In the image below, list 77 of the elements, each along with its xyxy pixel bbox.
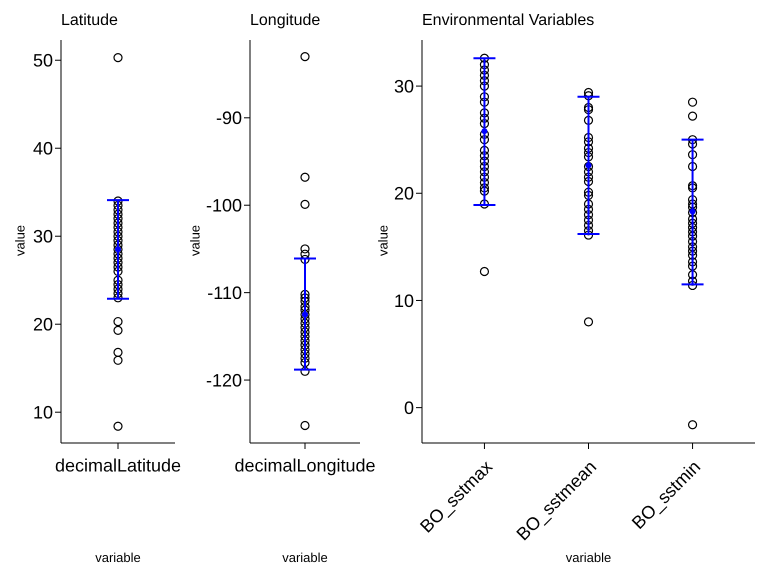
point — [300, 296, 310, 306]
point — [113, 280, 123, 290]
point — [300, 293, 310, 302]
point — [300, 52, 310, 62]
point — [300, 344, 310, 354]
point — [690, 208, 696, 214]
point — [300, 354, 310, 363]
point — [113, 356, 123, 365]
x-axis-title: variable — [566, 550, 612, 565]
y-tick-label: 50 — [32, 50, 53, 71]
point — [113, 266, 123, 276]
y-tick-label: -90 — [216, 108, 242, 128]
y-tick-label: 10 — [394, 290, 414, 311]
y-tick-label: 0 — [404, 398, 414, 418]
point — [300, 302, 310, 312]
point — [300, 349, 310, 358]
point — [300, 358, 310, 368]
point — [113, 196, 123, 206]
x-axis-title: variable — [95, 550, 141, 565]
point — [300, 290, 310, 299]
point — [300, 332, 310, 341]
point — [300, 254, 310, 264]
point — [113, 240, 123, 250]
point — [300, 340, 310, 350]
point — [113, 205, 123, 214]
point — [113, 53, 123, 62]
point — [300, 314, 310, 324]
y-axis-title: value — [12, 224, 28, 258]
y-tick-label: -120 — [206, 370, 242, 390]
point — [113, 284, 123, 294]
point — [113, 288, 123, 298]
point — [300, 327, 310, 337]
point — [481, 128, 488, 134]
point — [300, 172, 310, 182]
chart-title: Latitude — [61, 12, 118, 30]
y-tick-label: 40 — [32, 138, 53, 159]
point — [113, 214, 123, 224]
chart-title: Environmental Variables — [422, 12, 594, 30]
point — [113, 218, 123, 228]
point — [113, 293, 123, 302]
point — [113, 210, 123, 219]
point — [113, 326, 123, 335]
point — [300, 323, 310, 332]
point — [113, 316, 123, 326]
point — [300, 200, 310, 209]
y-tick-label: 30 — [32, 226, 53, 247]
point — [113, 258, 123, 268]
point — [113, 222, 123, 232]
y-axis-title: value — [376, 224, 390, 258]
point — [300, 306, 310, 315]
point — [113, 276, 123, 285]
point — [300, 250, 310, 259]
y-axis-title: value — [188, 224, 202, 258]
point — [300, 336, 310, 346]
point — [300, 366, 310, 376]
point — [113, 262, 123, 272]
y-tick-label: 20 — [394, 184, 414, 204]
chart-title: Longitude — [250, 12, 320, 30]
x-tick-label: decimalLongitude — [234, 455, 376, 476]
point — [113, 348, 123, 357]
point — [113, 236, 123, 246]
point — [300, 420, 310, 430]
point — [113, 227, 123, 236]
point — [113, 232, 123, 241]
point — [300, 318, 310, 328]
y-tick-label: 10 — [32, 402, 53, 423]
point — [300, 244, 310, 254]
y-tick-label: -110 — [207, 283, 242, 304]
y-tick-label: -100 — [206, 196, 242, 216]
x-tick-label: decimalLatitude — [54, 455, 182, 476]
point — [113, 254, 123, 263]
point — [113, 200, 123, 210]
point — [113, 249, 123, 258]
y-tick-label: 20 — [32, 314, 53, 335]
y-tick-label: 30 — [394, 76, 414, 96]
x-axis-title: variable — [282, 550, 328, 565]
point — [113, 422, 123, 431]
